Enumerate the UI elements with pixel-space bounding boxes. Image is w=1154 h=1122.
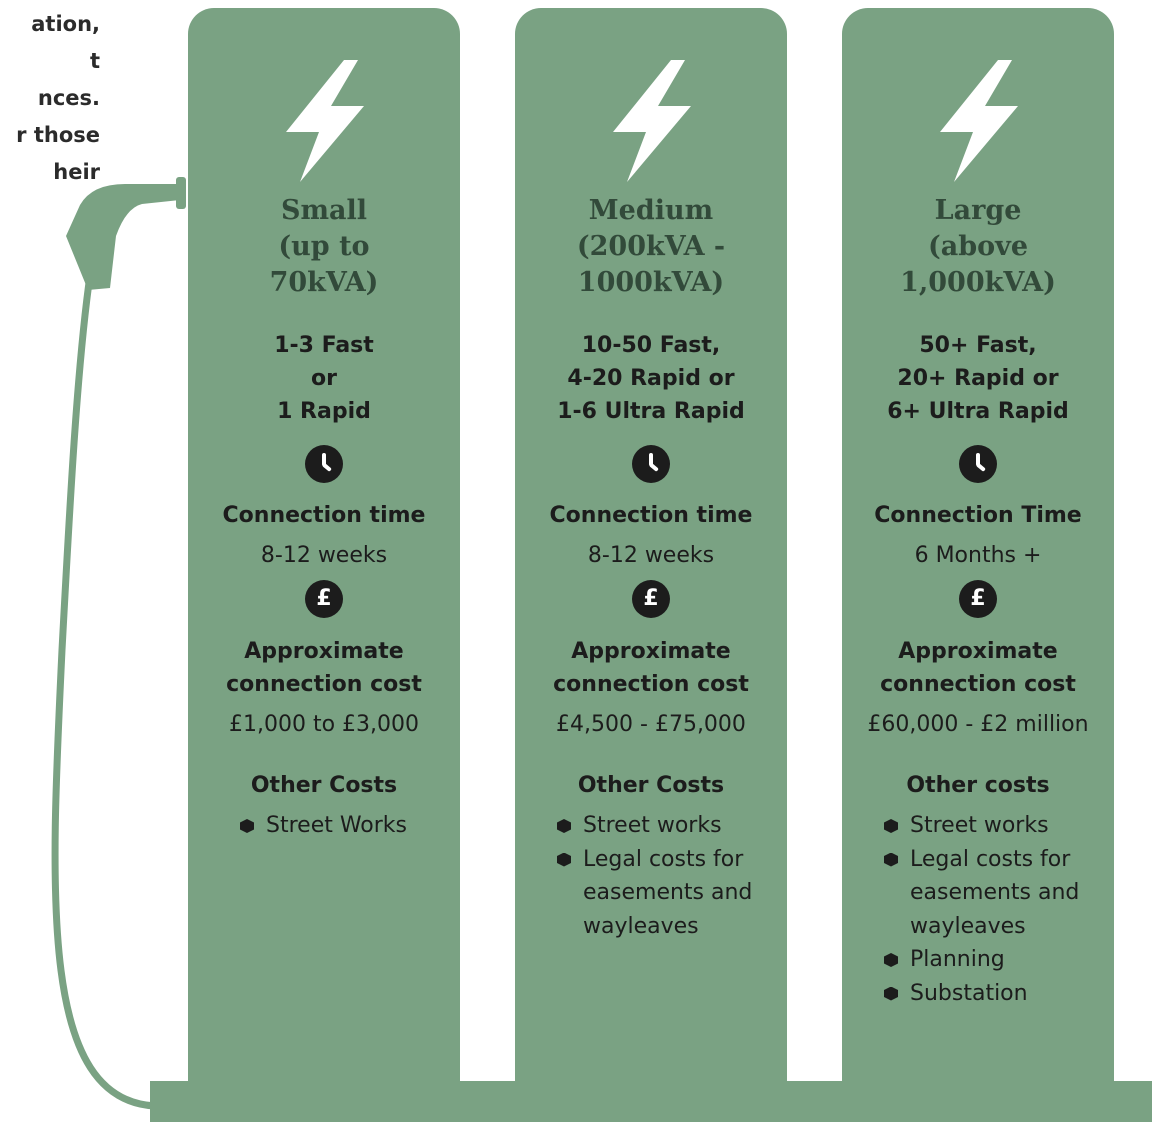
- title-line: 1,000kVA): [900, 267, 1056, 298]
- cost-label-line: Approximate: [571, 639, 731, 664]
- title-line: (above: [927, 231, 1029, 262]
- column-small: Small (up to 70kVA) 1-3 Fast or 1 Rapid …: [188, 8, 460, 1098]
- intro-line: nces.: [37, 86, 100, 110]
- column-large: Large (above 1,000kVA) 50+ Fast, 20+ Rap…: [842, 8, 1114, 1098]
- title-line: Medium: [588, 195, 714, 226]
- cost-value: £4,500 - £75,000: [556, 712, 746, 737]
- connection-time-value: 8-12 weeks: [587, 543, 715, 568]
- other-costs-list: Street works Legal costs for easements a…: [884, 809, 1079, 1010]
- connection-time-label: Connection time: [549, 503, 753, 528]
- lightning-bolt-icon: [940, 60, 1018, 182]
- list-item: Substation: [884, 977, 1079, 1011]
- other-costs-list: Street works Legal costs for easements a…: [557, 809, 752, 943]
- charger-counts: 10-50 Fast, 4-20 Rapid or 1-6 Ultra Rapi…: [515, 329, 787, 428]
- list-item: Legal costs for easements and wayleaves: [884, 843, 1079, 944]
- intro-line: t: [89, 49, 100, 73]
- list-item: Legal costs for easements and wayleaves: [557, 843, 752, 944]
- other-costs-list: Street Works: [240, 809, 407, 843]
- list-item: Planning: [884, 943, 1079, 977]
- pound-icon: £: [305, 580, 343, 618]
- cost-label-line: Approximate: [898, 639, 1058, 664]
- column-title: Small (up to 70kVA): [188, 193, 460, 301]
- title-line: 1000kVA): [577, 267, 725, 298]
- intro-line: r those: [16, 123, 100, 147]
- clock-icon: [959, 445, 997, 483]
- charger-line: 20+ Rapid or: [897, 366, 1059, 391]
- charger-line: 4-20 Rapid or: [567, 366, 735, 391]
- charger-line: 1-3 Fast: [274, 333, 374, 358]
- clock-icon: [305, 445, 343, 483]
- connection-time-value: 6 Months +: [914, 543, 1042, 568]
- lightning-bolt-icon: [286, 60, 364, 182]
- title-line: (200kVA -: [576, 231, 726, 262]
- list-item: Street Works: [240, 809, 407, 843]
- charging-plug-icon: [66, 184, 180, 290]
- pound-icon: £: [959, 580, 997, 618]
- column-title: Large (above 1,000kVA): [842, 193, 1114, 301]
- connection-time-label: Connection Time: [874, 503, 1082, 528]
- cost-value: £60,000 - £2 million: [867, 712, 1089, 737]
- charger-line: 1 Rapid: [277, 399, 371, 424]
- connection-time-label: Connection time: [222, 503, 426, 528]
- list-item: Street works: [884, 809, 1079, 843]
- cost-label: Approximate connection cost: [515, 635, 787, 701]
- column-title: Medium (200kVA - 1000kVA): [515, 193, 787, 301]
- cost-label: Approximate connection cost: [188, 635, 460, 701]
- cost-label-line: connection cost: [226, 672, 422, 697]
- pound-icon: £: [632, 580, 670, 618]
- cost-label-line: Approximate: [244, 639, 404, 664]
- intro-line: heir: [53, 160, 100, 184]
- list-item: Street works: [557, 809, 752, 843]
- cable-line: [51, 258, 159, 1110]
- other-costs-label: Other costs: [906, 773, 1050, 798]
- plug-tip: [176, 177, 186, 209]
- cost-label: Approximate connection cost: [842, 635, 1114, 701]
- charger-line: 10-50 Fast,: [581, 333, 721, 358]
- title-line: Small: [280, 195, 368, 226]
- charger-line: 6+ Ultra Rapid: [887, 399, 1069, 424]
- cost-value: £1,000 to £3,000: [228, 712, 420, 737]
- title-line: 70kVA): [269, 267, 379, 298]
- intro-text: ation, t nces. r those heir: [0, 6, 100, 191]
- column-medium: Medium (200kVA - 1000kVA) 10-50 Fast, 4-…: [515, 8, 787, 1098]
- other-costs-label: Other Costs: [250, 773, 398, 798]
- charger-line: 1-6 Ultra Rapid: [557, 399, 745, 424]
- lightning-bolt-icon: [613, 60, 691, 182]
- title-line: Large: [934, 195, 1022, 226]
- other-costs-label: Other Costs: [577, 773, 725, 798]
- charger-line: 50+ Fast,: [919, 333, 1037, 358]
- intro-line: ation,: [31, 12, 100, 36]
- charger-line: or: [311, 366, 337, 391]
- clock-icon: [632, 445, 670, 483]
- connection-time-value: 8-12 weeks: [260, 543, 388, 568]
- title-line: (up to: [278, 231, 370, 262]
- cost-label-line: connection cost: [553, 672, 749, 697]
- charger-counts: 50+ Fast, 20+ Rapid or 6+ Ultra Rapid: [842, 329, 1114, 428]
- charger-counts: 1-3 Fast or 1 Rapid: [188, 329, 460, 428]
- cost-label-line: connection cost: [880, 672, 1076, 697]
